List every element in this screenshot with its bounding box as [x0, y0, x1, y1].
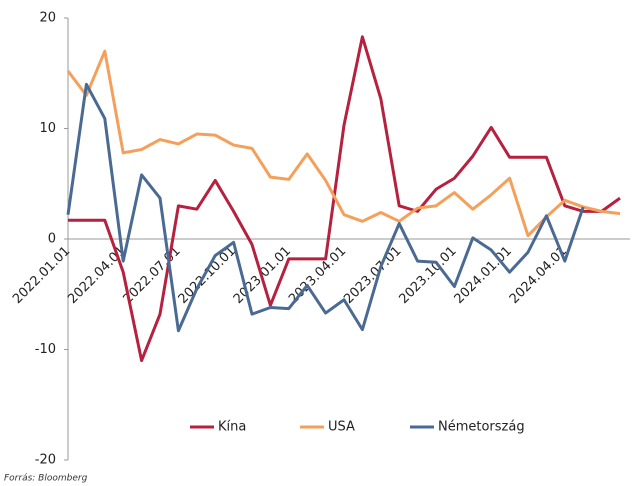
y-tick-label: -10 [35, 342, 56, 357]
legend-label: Németország [438, 420, 525, 435]
y-tick-label: 0 [48, 232, 56, 247]
x-tick-label: 2022.10.01 [176, 244, 239, 307]
legend-label: USA [328, 420, 355, 435]
x-tick-label: 2022.04.01 [65, 244, 128, 307]
x-tick-label: 2022.01.01 [10, 244, 73, 307]
series-line [66, 49, 621, 238]
y-tick-label: 20 [39, 11, 56, 26]
x-tick-label: 2023.10.01 [396, 244, 459, 307]
series-line [66, 82, 585, 333]
x-tick-label: 2023.04.01 [286, 244, 349, 307]
legend-label: Kína [218, 420, 246, 435]
source: Forrás: Bloomberg [4, 474, 88, 484]
y-tick-label: 10 [39, 121, 56, 136]
y-tick-label: -20 [35, 453, 56, 468]
x-tick-label: 2024.01.01 [452, 244, 515, 307]
series-line [68, 35, 621, 363]
